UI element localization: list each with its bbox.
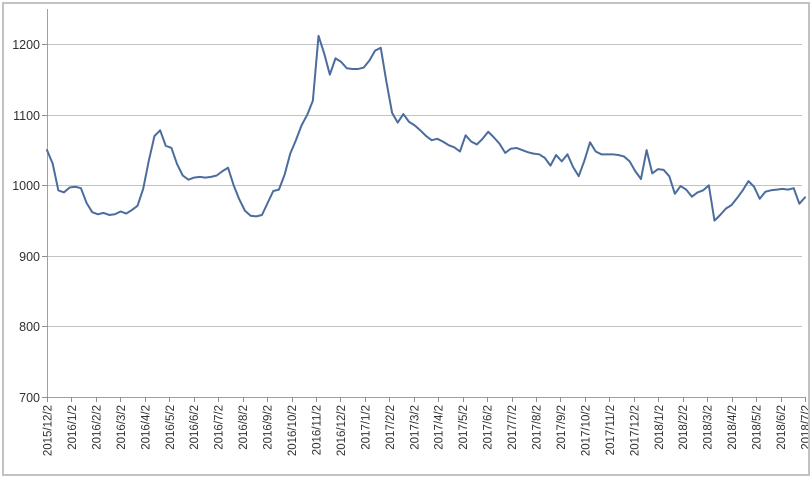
- x-axis-label: 2018/1/2: [654, 405, 666, 450]
- x-axis-label: 2017/7/2: [507, 405, 519, 450]
- x-axis-label: 2018/6/2: [776, 405, 788, 450]
- x-axis-label: 2017/9/2: [556, 405, 568, 450]
- x-axis-label: 2015/12/2: [43, 405, 55, 456]
- y-axis-label: 1000: [12, 179, 40, 193]
- x-axis-label: 2018/4/2: [727, 405, 739, 450]
- x-axis-label: 2017/6/2: [483, 405, 495, 450]
- y-axis-label: 800: [19, 320, 40, 334]
- x-axis-label: 2016/11/2: [311, 405, 323, 455]
- x-axis-label: 2016/5/2: [165, 405, 177, 450]
- x-axis-label: 2017/12/2: [629, 405, 641, 456]
- x-axis-label: 2018/7/2: [801, 405, 812, 450]
- x-axis-label: 2016/1/2: [67, 405, 79, 450]
- x-axis-label: 2017/10/2: [580, 405, 592, 456]
- y-axis-label: 700: [19, 391, 40, 405]
- x-axis-label: 2017/2/2: [385, 405, 397, 450]
- x-axis-label: 2016/7/2: [214, 405, 226, 450]
- y-axis-label: 900: [19, 250, 40, 264]
- x-axis-label: 2017/8/2: [532, 405, 544, 450]
- x-axis-label: 2016/2/2: [91, 405, 103, 450]
- x-axis-label: 2017/5/2: [458, 405, 470, 450]
- x-axis-label: 2018/2/2: [678, 405, 690, 450]
- x-axis-label: 2016/10/2: [287, 405, 299, 456]
- x-axis-label: 2018/3/2: [703, 405, 715, 450]
- x-axis-label: 2016/8/2: [238, 405, 250, 450]
- x-axis-label: 2018/5/2: [752, 405, 764, 450]
- y-axis-label: 1100: [13, 109, 40, 123]
- data-series-line: [46, 34, 806, 222]
- x-axis-label: 2016/3/2: [116, 405, 128, 450]
- x-axis-label: 2017/4/2: [434, 405, 446, 450]
- x-axis-label: 2016/6/2: [189, 405, 201, 450]
- x-axis-label: 2016/4/2: [140, 405, 152, 450]
- x-axis-label: 2016/9/2: [263, 405, 275, 450]
- x-axis-label: 2016/12/2: [336, 405, 348, 456]
- x-axis-label: 2017/11/2: [605, 405, 617, 455]
- x-axis-label: 2017/1/2: [360, 405, 372, 450]
- y-axis-label: 1200: [12, 38, 40, 52]
- x-axis-label: 2017/3/2: [409, 405, 421, 450]
